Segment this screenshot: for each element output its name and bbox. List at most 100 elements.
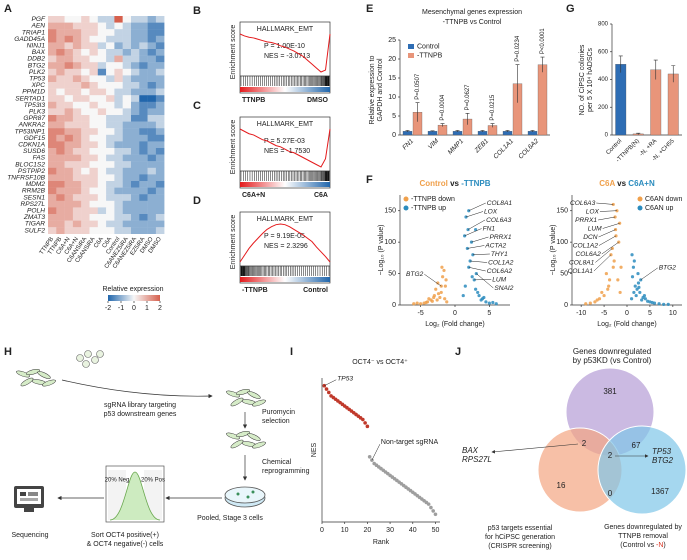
heatmap-cell [131,68,140,76]
gene-label: PRRX1 [575,217,597,224]
legend-tick-label: 1 [145,305,149,312]
gene-label: BTG2 [28,62,46,69]
heatmap-cell [147,154,157,162]
heatmap-cell [97,68,107,76]
gene-label: BAX [462,446,479,455]
heatmap-cell [114,22,123,30]
volcano-point [438,295,442,300]
panel-letter: J [455,346,461,358]
heatmap-cell [155,181,165,188]
volcano-point [615,209,619,213]
error-bar [618,55,623,73]
heatmap-cell [56,141,65,149]
heatmap-cell [155,49,165,56]
volcano-point [482,295,486,300]
heatmap-cell [106,35,115,43]
volcano-point [470,275,474,279]
heatmap-cell [131,49,140,56]
x-tick-label: 0 [625,310,629,317]
heatmap-cell [131,161,140,168]
gene-label: COL6A3 [570,200,596,207]
volcano-point [484,300,488,304]
heatmap-cell [56,108,65,116]
x-tick-label: MMP1 [447,137,466,156]
volcano-point [642,293,647,298]
venn-count: 67 [632,441,641,450]
heatmap-cell [147,161,157,168]
heatmap-cell [89,187,98,195]
volcano-point [474,227,478,232]
heatmap-cell [139,101,148,109]
heatmap-cell [155,101,165,109]
heatmap-cell [139,88,148,96]
chart-title: Mesenchymal genes expression [422,9,522,16]
heatmap-cell [89,174,98,182]
cell [37,371,51,379]
venn-count: 0 [608,489,613,498]
volcano-point [657,302,661,306]
volcano-point [632,290,636,295]
heatmap-cell [56,55,65,63]
heatmap-cell [106,108,115,116]
volcano-point [436,281,440,285]
computer-icon [14,486,44,512]
heatmap-cell [64,55,74,63]
heatmap-cell [48,220,57,228]
bar [537,64,548,136]
heatmap-cell [72,121,82,129]
heatmap-cell [81,167,90,175]
heatmap-cell [106,207,115,215]
heatmap-cell [139,207,148,215]
label-pointer [468,267,486,272]
heatmap-cell [106,82,115,89]
heatmap-cell [106,101,115,109]
legend-label: C6AN up [645,205,674,212]
x-tick-label: 0 [453,310,457,317]
volcano-point [666,302,670,306]
p-value: P = 5.27E-03 [264,138,305,145]
heatmap-cell [106,95,115,102]
heatmap-cell [139,227,148,234]
heatmap-cell [48,95,57,102]
volcano-point [607,278,612,282]
label-pointer [593,254,612,272]
heatmap-cell [64,68,74,76]
heatmap-cell [64,88,74,96]
heatmap-cell [131,22,140,30]
volcano-point [427,297,431,301]
error-bar [671,65,676,83]
y-tick-label: 5 [392,113,396,120]
heatmap-cell [48,22,57,30]
heatmap-cell [147,29,157,36]
heatmap-cell [114,68,123,76]
y-axis-label: per 5 X 10⁴ hADSCs [587,47,594,112]
venn-set [597,425,687,515]
heatmap-cell [131,82,140,89]
gene-label: SULF2 [24,227,45,234]
heatmap-cell [131,134,140,142]
volcano-point [638,290,642,295]
volcano-point [636,271,640,276]
heatmap-cell [122,128,132,135]
heatmap-cell [131,141,140,149]
heatmap-cell [106,121,115,129]
heatmap-cell [89,82,98,89]
x-tick-label: -10 [576,310,586,317]
phenotype-label: DMSO [307,97,329,104]
cell [247,391,261,399]
title-part: C6A [599,179,615,188]
heatmap-cell [48,108,57,116]
heatmap-cell [56,121,65,129]
heatmap-cell [56,214,65,221]
heatmap-cell [139,214,148,221]
gene-label: AEN [30,23,45,30]
heatmap-cell [131,108,140,116]
heatmap-cell [122,108,132,116]
heatmap-cell [97,22,107,30]
heatmap-cell [64,134,74,142]
heatmap-cell [81,82,90,89]
heatmap-cell [114,227,123,234]
chart-title: OCT4⁻ vs OCT4⁺ [352,359,408,366]
heatmap-cell [56,68,65,76]
y-tick-label: 200 [598,105,609,111]
